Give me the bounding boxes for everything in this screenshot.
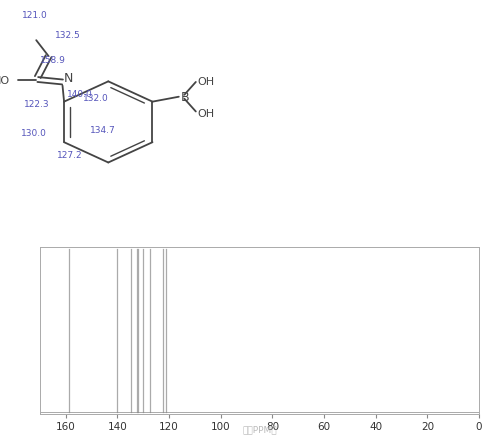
Text: 134.7: 134.7 [90,126,115,135]
Text: 130.0: 130.0 [21,129,47,138]
Text: 122.3: 122.3 [24,100,50,109]
Text: 121.0: 121.0 [22,11,48,21]
Text: 127.2: 127.2 [57,151,83,159]
Text: N: N [64,72,73,85]
Text: 132.0: 132.0 [83,94,109,102]
Text: 盈盈PPM网: 盈盈PPM网 [242,424,277,433]
Text: 140.0: 140.0 [67,90,93,99]
Text: 132.5: 132.5 [55,31,81,40]
Text: B: B [180,91,189,104]
Text: OH: OH [197,77,215,87]
Text: OH: OH [197,109,215,118]
Text: HO: HO [0,75,10,85]
Text: 158.9: 158.9 [40,56,66,64]
